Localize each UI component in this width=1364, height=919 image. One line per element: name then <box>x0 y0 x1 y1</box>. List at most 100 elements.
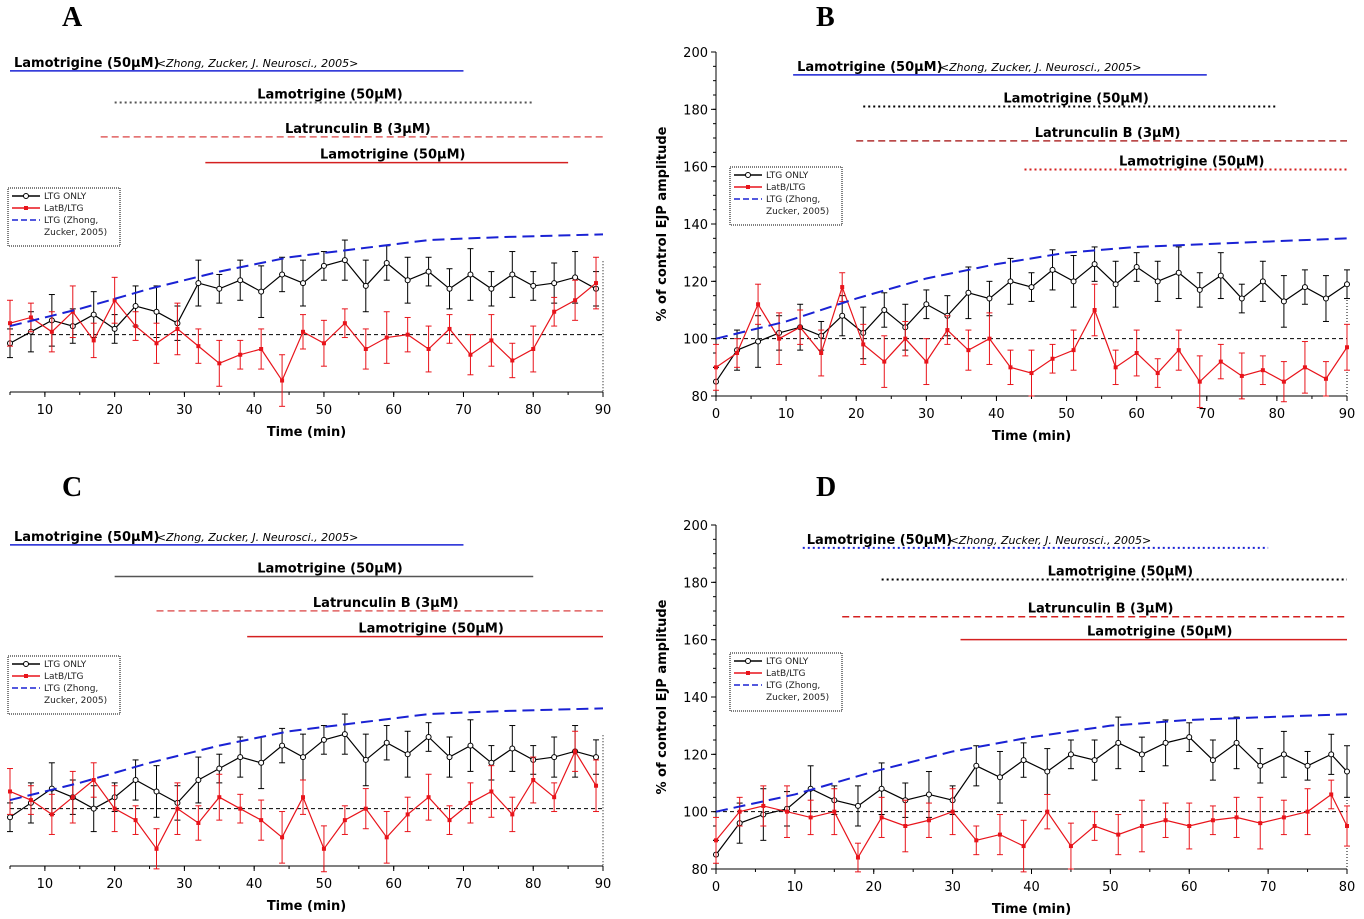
data-point <box>488 759 495 766</box>
data-point <box>321 341 326 346</box>
data-point <box>111 325 118 332</box>
data-point <box>784 809 789 814</box>
x-tick-label: 0 <box>712 407 720 422</box>
drug-bar-label: Lamotrigine (50µM) <box>1119 155 1264 170</box>
drug-bar-label: Lamotrigine (50µM) <box>14 56 159 71</box>
legend-marker <box>24 674 28 678</box>
x-tick-label: 50 <box>316 877 333 892</box>
data-point <box>153 308 160 315</box>
data-point <box>49 812 54 817</box>
data-point <box>1344 281 1350 288</box>
x-tick-label: 10 <box>787 880 804 895</box>
data-point <box>798 325 803 330</box>
data-point <box>426 795 431 800</box>
x-tick-label: 70 <box>1199 407 1216 422</box>
drug-bar-label: Lamotrigine (50µM) <box>257 561 402 576</box>
data-point <box>945 328 950 333</box>
data-point <box>986 295 993 302</box>
data-point <box>154 846 159 851</box>
data-point <box>238 352 243 357</box>
data-point <box>1259 278 1266 285</box>
data-point <box>90 805 97 812</box>
data-point <box>808 815 813 820</box>
drug-bar-label: Lamotrigine (50µM) <box>257 87 402 102</box>
data-point <box>405 332 410 337</box>
data-point <box>510 358 515 363</box>
data-point <box>132 303 139 309</box>
drug-bar-label: Lamotrigine (50µM) <box>1087 625 1232 640</box>
data-point <box>1302 365 1307 370</box>
data-point <box>341 731 348 738</box>
legend-label: Zucker, 2005) <box>766 693 829 703</box>
x-tick-label: 40 <box>1023 880 1040 895</box>
data-point <box>1197 379 1202 384</box>
drug-bar-reference: <Zhong, Zucker, J. Neurosci., 2005> <box>940 61 1142 74</box>
legend-label: Zucker, 2005) <box>766 207 829 217</box>
drug-bar-label: Latrunculin B (3µM) <box>1035 126 1181 141</box>
x-tick-label: 70 <box>455 877 472 892</box>
data-point <box>1176 348 1181 353</box>
data-point <box>1344 768 1350 775</box>
data-point <box>1045 809 1050 814</box>
x-tick-label: 90 <box>595 877 612 892</box>
data-point <box>446 285 453 292</box>
data-point <box>755 338 762 345</box>
legend-marker <box>23 661 29 667</box>
series-line <box>715 237 1348 340</box>
drug-bar-label: Lamotrigine (50µM) <box>1048 564 1193 579</box>
drug-bar-label: Lamotrigine (50µM) <box>358 622 503 637</box>
data-point <box>133 818 138 823</box>
legend-marker <box>746 671 750 675</box>
data-point <box>49 329 54 334</box>
legend-marker <box>745 658 751 664</box>
legend-label: LTG ONLY <box>766 171 809 181</box>
data-point <box>593 754 600 761</box>
data-point <box>552 309 557 314</box>
legend-marker <box>23 193 29 199</box>
x-tick-label: 20 <box>106 877 123 892</box>
data-point <box>1280 751 1287 758</box>
y-tick-label: 120 <box>683 275 708 290</box>
x-tick-label: 50 <box>1058 407 1075 422</box>
data-point <box>133 324 138 329</box>
y-tick-label: 180 <box>683 576 708 591</box>
data-point <box>509 271 516 278</box>
data-point <box>1196 286 1203 293</box>
data-point <box>756 302 761 307</box>
data-point <box>1116 832 1121 837</box>
legend-label: LTG ONLY <box>44 192 87 202</box>
data-point <box>301 329 306 334</box>
x-tick-label: 10 <box>37 403 54 418</box>
data-point <box>996 774 1003 781</box>
data-point <box>882 359 887 364</box>
data-point <box>258 288 265 295</box>
data-point <box>70 795 75 800</box>
data-point <box>468 800 473 805</box>
y-tick-label: 120 <box>683 748 708 763</box>
data-point <box>132 777 139 783</box>
series-line <box>715 793 1348 859</box>
x-tick-label: 70 <box>455 403 472 418</box>
data-point <box>1050 356 1055 361</box>
data-point <box>819 351 824 355</box>
data-point <box>1007 278 1014 285</box>
panel-label: B <box>816 2 835 33</box>
x-axis-title: Time (min) <box>267 899 346 914</box>
data-point <box>1218 359 1223 364</box>
data-point <box>321 846 326 851</box>
data-point <box>301 795 306 800</box>
data-point <box>195 280 202 287</box>
data-point <box>1138 751 1145 758</box>
data-point <box>1328 751 1335 758</box>
data-point <box>404 277 411 284</box>
drug-bar-reference: <Zhong, Zucker, J. Neurosci., 2005> <box>157 531 359 544</box>
data-point <box>237 277 244 284</box>
data-point <box>405 812 410 817</box>
data-point <box>840 285 845 290</box>
x-tick-label: 10 <box>37 877 54 892</box>
data-point <box>320 736 327 743</box>
x-tick-label: 60 <box>385 877 402 892</box>
data-point <box>279 742 286 749</box>
legend-label: LTG ONLY <box>766 657 809 667</box>
data-point <box>879 815 884 820</box>
